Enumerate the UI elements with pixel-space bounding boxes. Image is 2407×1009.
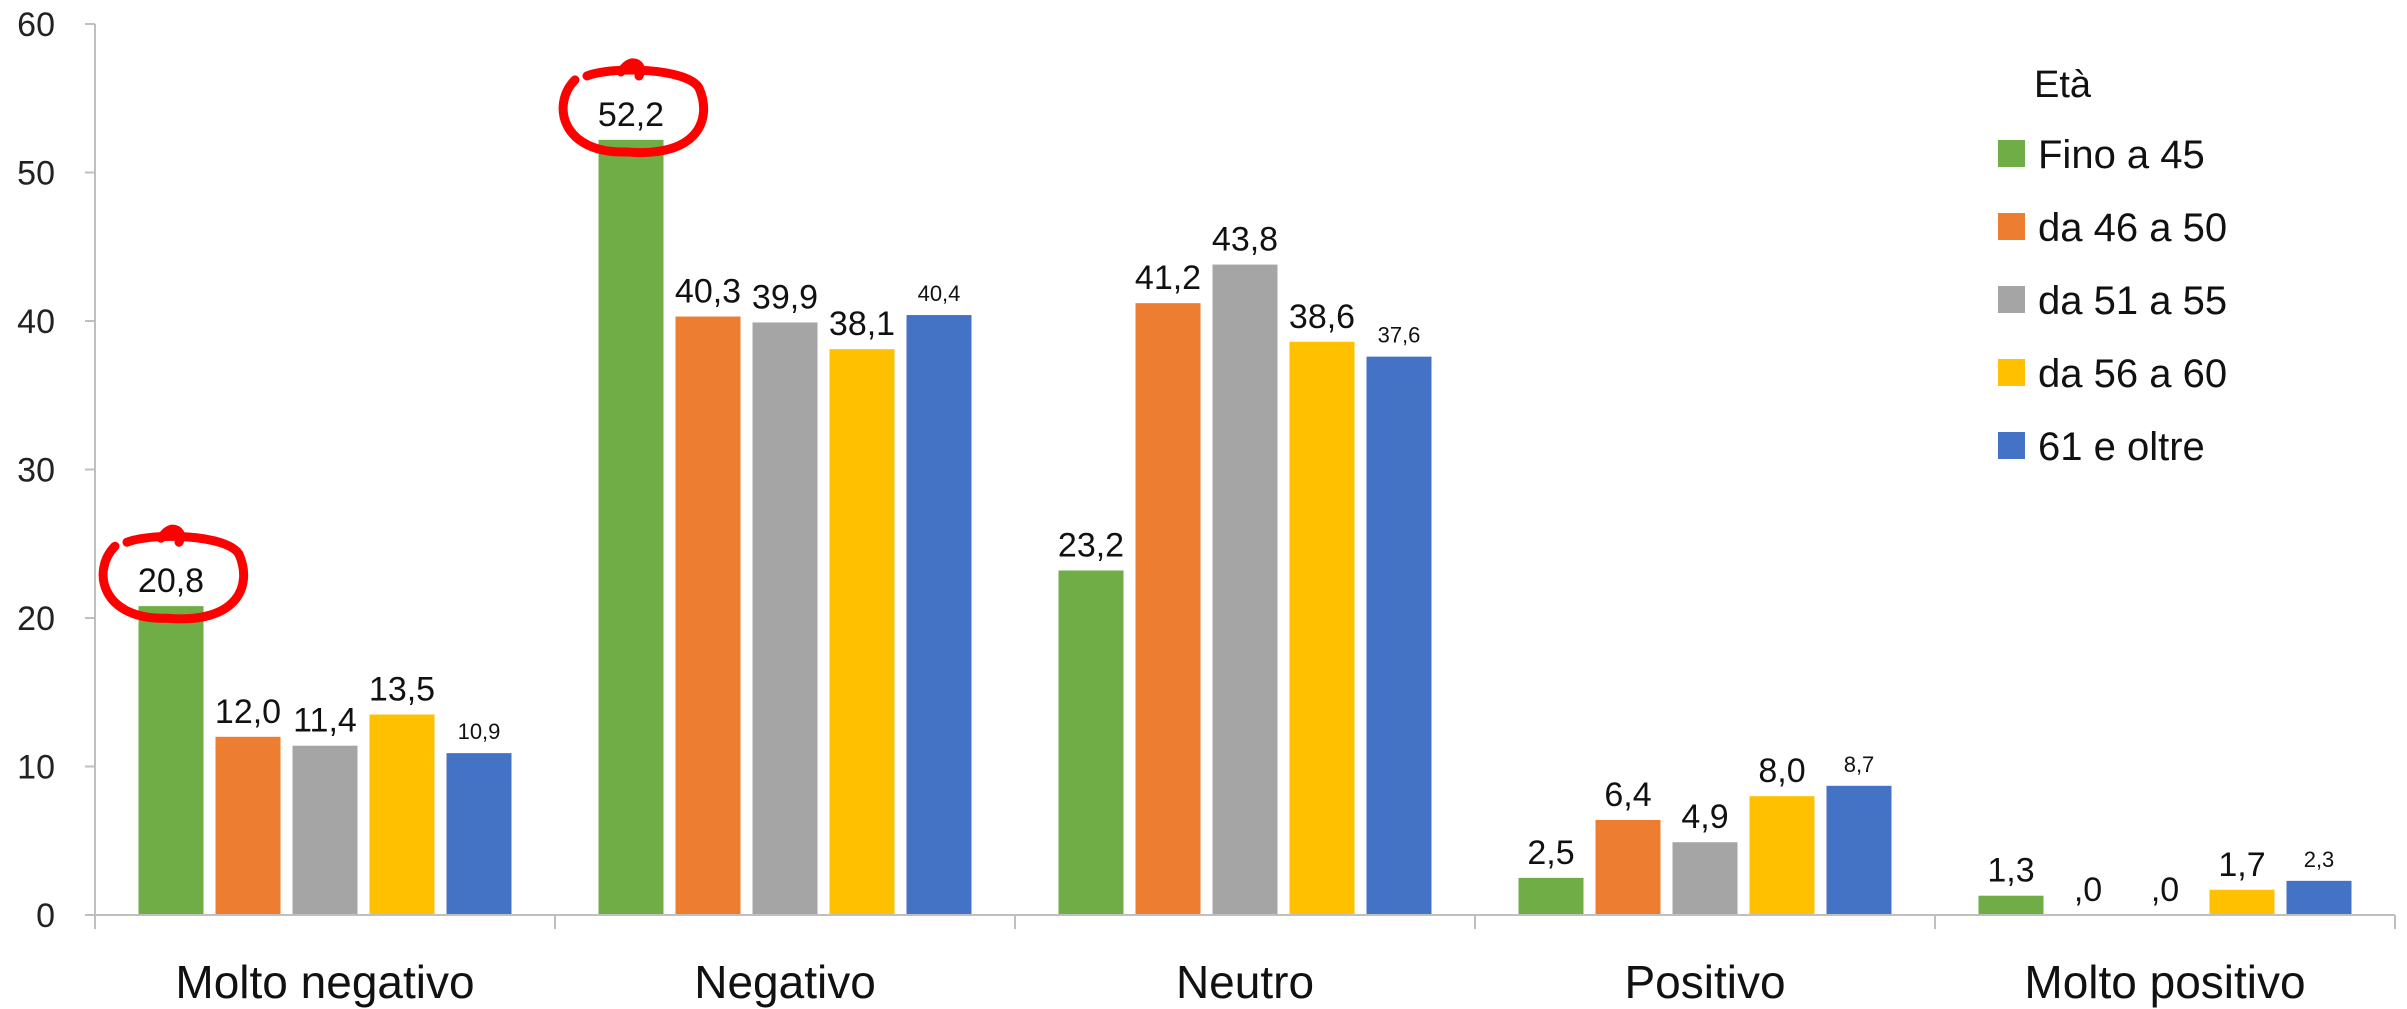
y-tick-label: 20 [17, 600, 55, 638]
bar [1749, 796, 1815, 915]
y-tick-label: 60 [17, 6, 55, 44]
x-axis: Molto negativo Negativo Neutro Positivo Molt… [94, 914, 2396, 1008]
data-label: 43,8 [1212, 221, 1278, 259]
data-label: 1,3 [1987, 852, 2034, 890]
bar [752, 322, 818, 915]
y-tick-label: 40 [17, 303, 55, 341]
data-label: 38,1 [829, 305, 895, 343]
legend-entry: da 46 a 50 [2038, 206, 2227, 250]
x-tick-label: Molto negativo [175, 956, 474, 1008]
data-labels: 20,8 12,0 11,4 13,5 10,9 52,2 40,3 39,9 38,1 40,4… [138, 96, 2334, 909]
data-label: 11,4 [293, 702, 357, 740]
bar [1135, 303, 1201, 915]
bar [1978, 895, 2044, 915]
x-tick-label: Positivo [1624, 956, 1785, 1008]
y-axis: 0 10 20 30 40 50 60 [17, 6, 96, 935]
data-label: 2,5 [1527, 834, 1574, 872]
bar [292, 745, 358, 915]
legend-swatch [1998, 140, 2025, 167]
bar [369, 714, 435, 915]
highlight-circle [98, 531, 249, 624]
bar [1672, 842, 1738, 915]
bar [1366, 356, 1432, 915]
legend-swatch [1998, 359, 2025, 386]
bar [1058, 570, 1124, 915]
data-label: 40,4 [918, 281, 961, 306]
data-label: 38,6 [1289, 298, 1355, 336]
data-label: 8,7 [1844, 752, 1875, 777]
data-label: 13,5 [369, 671, 435, 709]
bar [829, 349, 895, 916]
data-label: 8,0 [1758, 752, 1805, 790]
data-label: 12,0 [215, 693, 281, 731]
bar [675, 316, 741, 915]
bar [446, 753, 512, 915]
bar [1212, 264, 1278, 915]
legend-entry: da 56 a 60 [2038, 352, 2227, 396]
annotations [98, 58, 709, 624]
data-label: 37,6 [1378, 323, 1421, 348]
data-label: 23,2 [1058, 526, 1124, 564]
data-label: 4,9 [1681, 798, 1728, 836]
legend-entry: 61 e oltre [2038, 425, 2205, 469]
legend-swatch [1998, 286, 2025, 313]
legend-swatch [1998, 432, 2025, 459]
bar [1595, 819, 1661, 915]
highlight-circle [558, 65, 709, 158]
highlight-circle-stroke [156, 524, 186, 547]
bar [2286, 880, 2352, 915]
legend-entry: da 51 a 55 [2038, 279, 2227, 323]
y-tick-label: 0 [36, 897, 55, 935]
bar [1826, 785, 1892, 915]
data-label: 2,3 [2304, 847, 2335, 872]
legend: Età Fino a 45 da 46 a 50 da 51 a 55 da 56 a … [1998, 64, 2227, 469]
data-label: ,0 [2074, 871, 2102, 909]
bars [138, 139, 2352, 916]
data-label: 40,3 [675, 273, 741, 311]
y-tick-label: 50 [17, 155, 55, 193]
data-label: 41,2 [1135, 259, 1201, 297]
x-tick-label: Molto positivo [2024, 956, 2305, 1008]
data-label: 20,8 [138, 562, 204, 600]
legend-swatch [1998, 213, 2025, 240]
data-label: 39,9 [752, 278, 818, 316]
data-label: 1,7 [2218, 846, 2265, 884]
bar [2209, 889, 2275, 915]
data-label: 52,2 [598, 96, 664, 134]
data-label: ,0 [2151, 871, 2179, 909]
y-tick-label: 30 [17, 452, 55, 490]
bar [906, 315, 972, 915]
bar [1518, 877, 1584, 915]
data-label: 10,9 [458, 719, 501, 744]
y-tick-label: 10 [17, 749, 55, 787]
data-label: 6,4 [1604, 776, 1651, 814]
bar [598, 139, 664, 915]
x-tick-label: Neutro [1176, 956, 1314, 1008]
legend-entry: Fino a 45 [2038, 133, 2205, 177]
legend-title: Età [2034, 64, 2092, 106]
x-tick-label: Negativo [694, 956, 876, 1008]
bar [138, 606, 204, 915]
highlight-circle-stroke [616, 58, 646, 81]
bar [1289, 341, 1355, 915]
bar [215, 736, 281, 915]
